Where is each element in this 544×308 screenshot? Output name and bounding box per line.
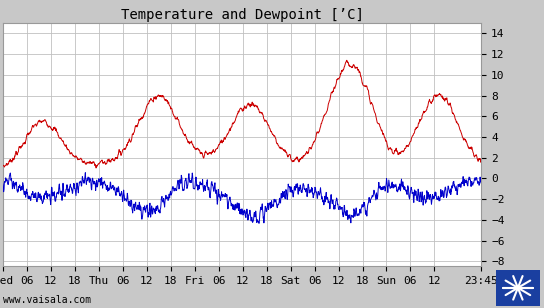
Text: www.vaisala.com: www.vaisala.com [3,295,91,305]
Title: Temperature and Dewpoint [ʼC]: Temperature and Dewpoint [ʼC] [121,8,363,22]
